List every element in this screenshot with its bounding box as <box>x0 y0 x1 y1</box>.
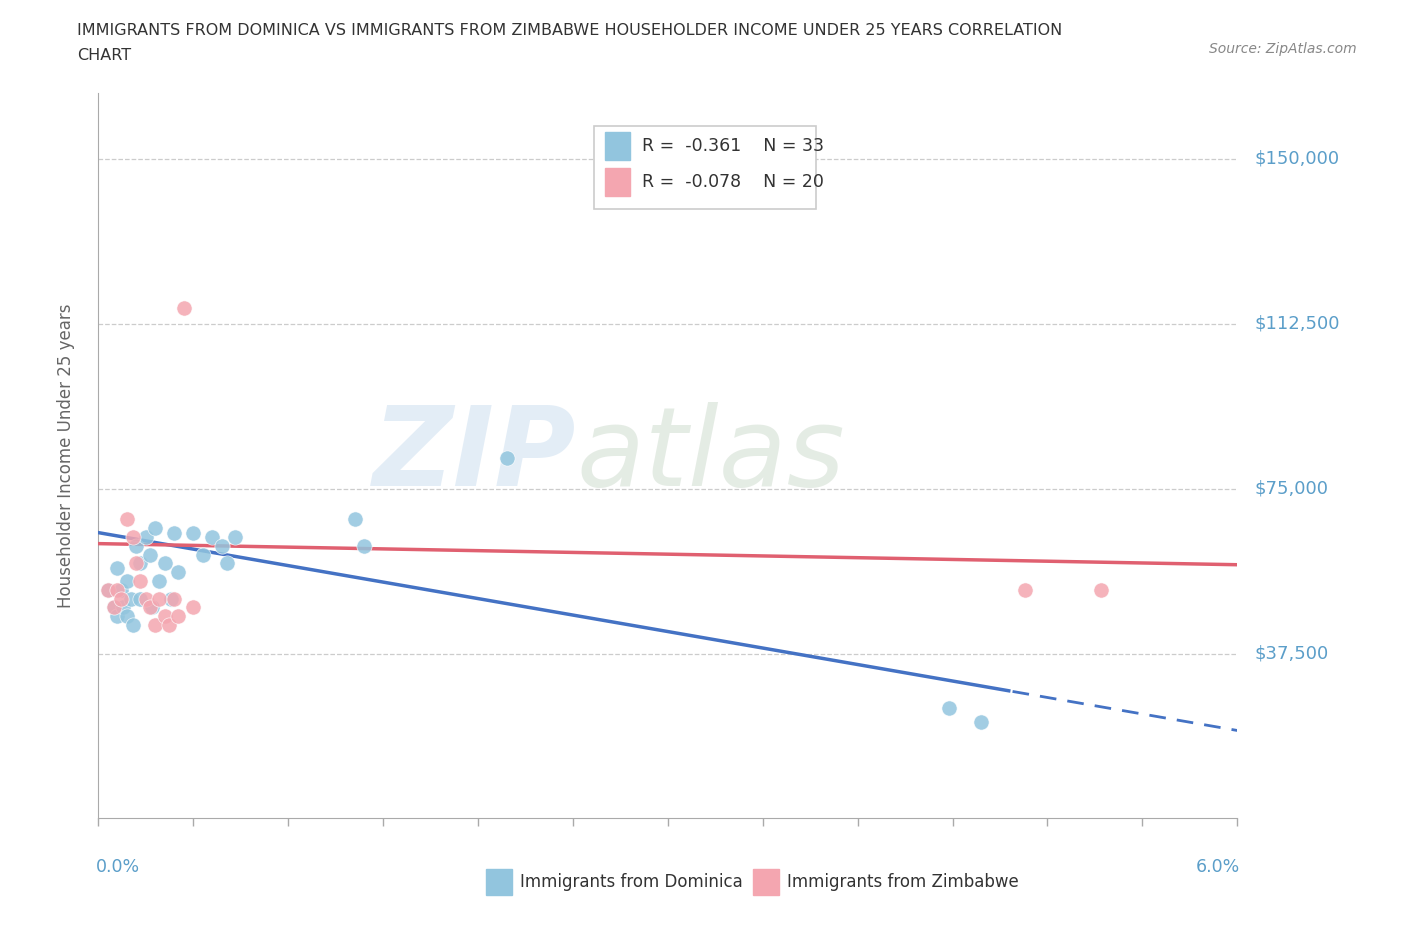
Point <box>183 525 205 540</box>
Point <box>135 591 157 606</box>
Text: Immigrants from Dominica: Immigrants from Dominica <box>520 873 742 891</box>
Point <box>343 512 366 527</box>
Text: Immigrants from Zimbabwe: Immigrants from Zimbabwe <box>787 873 1019 891</box>
Point <box>115 574 138 589</box>
Text: CHART: CHART <box>77 48 131 63</box>
Point <box>173 301 195 316</box>
Point <box>97 582 120 597</box>
Point <box>163 525 186 540</box>
Point <box>103 600 125 615</box>
FancyBboxPatch shape <box>593 126 815 209</box>
Point <box>938 701 960 716</box>
Text: R =  -0.361    N = 33: R = -0.361 N = 33 <box>641 137 824 155</box>
Point <box>129 556 152 571</box>
Point <box>1014 582 1036 597</box>
Point <box>148 574 170 589</box>
Point <box>970 714 993 729</box>
Point <box>201 529 224 544</box>
Text: $37,500: $37,500 <box>1254 644 1329 662</box>
Point <box>107 609 129 624</box>
Point <box>353 538 375 553</box>
Point <box>167 609 190 624</box>
Point <box>157 618 180 632</box>
Point <box>135 529 157 544</box>
Text: ZIP: ZIP <box>373 402 576 510</box>
Point <box>112 600 135 615</box>
Text: $112,500: $112,500 <box>1254 315 1340 333</box>
Bar <box>605 168 630 196</box>
Text: Source: ZipAtlas.com: Source: ZipAtlas.com <box>1209 42 1357 56</box>
Point <box>107 561 129 576</box>
Point <box>145 618 166 632</box>
Text: 6.0%: 6.0% <box>1195 858 1240 876</box>
Point <box>183 600 205 615</box>
Point <box>148 591 170 606</box>
Point <box>138 600 160 615</box>
Point <box>191 547 214 562</box>
Point <box>120 591 142 606</box>
Point <box>103 600 125 615</box>
Bar <box>605 132 630 160</box>
Point <box>141 600 163 615</box>
Text: 0.0%: 0.0% <box>96 858 141 876</box>
Point <box>97 582 120 597</box>
Point <box>138 547 160 562</box>
Text: IMMIGRANTS FROM DOMINICA VS IMMIGRANTS FROM ZIMBABWE HOUSEHOLDER INCOME UNDER 25: IMMIGRANTS FROM DOMINICA VS IMMIGRANTS F… <box>77 23 1063 38</box>
Bar <box>754 870 779 895</box>
Text: atlas: atlas <box>576 402 845 510</box>
Point <box>224 529 246 544</box>
Point <box>495 450 517 465</box>
Point <box>159 591 181 606</box>
Point <box>125 538 148 553</box>
Point <box>115 609 138 624</box>
Y-axis label: Householder Income Under 25 years: Householder Income Under 25 years <box>56 303 75 608</box>
Point <box>129 574 152 589</box>
Point <box>153 609 176 624</box>
Point <box>110 582 132 597</box>
Point <box>153 556 176 571</box>
Point <box>167 565 190 579</box>
Point <box>115 512 138 527</box>
Text: $75,000: $75,000 <box>1254 480 1329 498</box>
Point <box>110 591 132 606</box>
Point <box>211 538 233 553</box>
Point <box>121 529 143 544</box>
Point <box>1090 582 1112 597</box>
Point <box>217 556 239 571</box>
Text: $150,000: $150,000 <box>1254 150 1340 168</box>
Point <box>125 556 148 571</box>
Point <box>163 591 186 606</box>
Point <box>145 521 166 536</box>
Text: R =  -0.078    N = 20: R = -0.078 N = 20 <box>641 173 824 192</box>
Bar <box>485 870 512 895</box>
Point <box>121 618 143 632</box>
Point <box>107 582 129 597</box>
Point <box>129 591 152 606</box>
